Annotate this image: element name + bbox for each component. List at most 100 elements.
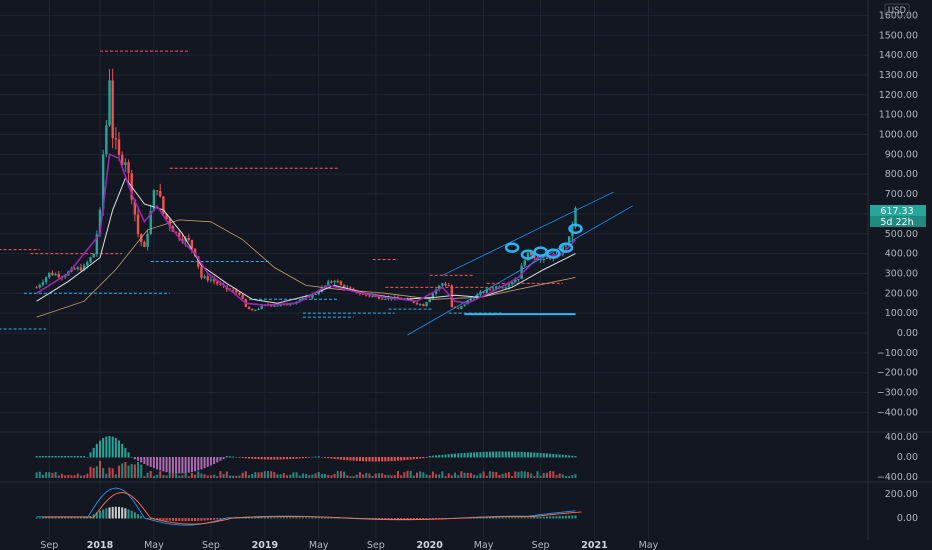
candle-body [342, 284, 346, 289]
candle-body [279, 304, 282, 306]
volume-bar [574, 474, 577, 478]
volume-bar [564, 476, 567, 478]
volume-bar [526, 472, 529, 478]
volume-bar [476, 475, 479, 478]
volume-bar [140, 464, 143, 478]
histogram-bar [219, 457, 222, 461]
candle-body [415, 302, 419, 305]
oscillator-bar [241, 517, 244, 519]
volume-bar [143, 476, 146, 478]
histogram-bar [558, 454, 561, 458]
trend-line-upper [442, 191, 614, 276]
histogram-bar [476, 452, 479, 458]
price-tick-label: 1100.00 [879, 110, 918, 121]
volume-bar [156, 474, 159, 478]
oscillator-bar [260, 517, 263, 519]
histogram-tick-label: −400.00 [877, 472, 918, 483]
histogram-bar [95, 443, 98, 458]
histogram-bar [38, 456, 41, 458]
time-tick-label: 2020 [416, 540, 443, 550]
oscillator-bar [118, 506, 121, 519]
histogram-bar [371, 457, 374, 462]
histogram-bar [396, 457, 399, 461]
volume-bar [92, 467, 95, 478]
oscillator-bar [320, 517, 323, 519]
volume-bar [400, 475, 403, 478]
volume-bar [41, 474, 44, 478]
currency-badge[interactable]: USD [884, 3, 910, 17]
ma-fast-line [36, 153, 577, 307]
candle-body [98, 209, 102, 235]
histogram-bar [327, 457, 330, 459]
candle-body [346, 287, 349, 289]
histogram-bar [387, 457, 390, 462]
volume-bar [473, 474, 476, 478]
ma-mid-line [36, 177, 576, 304]
oscillator-bar [105, 508, 108, 519]
volume-bar [450, 475, 453, 478]
volume-bar [504, 472, 507, 478]
candle-body [314, 294, 317, 296]
oscillator-bar [267, 517, 270, 519]
pattern-marker [568, 223, 583, 235]
price-tick-label: 1300.00 [879, 70, 918, 81]
oscillator-bar [542, 516, 545, 519]
candle-body [127, 162, 130, 174]
oscillator-bar [286, 517, 289, 519]
histogram-bar [282, 457, 285, 460]
histogram-bar [213, 457, 216, 465]
candle-body [485, 288, 488, 293]
price-axis[interactable]: 1600.001500.001400.001300.001200.001100.… [877, 10, 918, 524]
histogram-bar [162, 457, 165, 472]
candle-body [339, 281, 343, 285]
histogram-bar [225, 456, 228, 458]
candle-body [428, 298, 431, 303]
candle-body [520, 265, 523, 280]
volume-bar [390, 475, 393, 478]
volume-bar [267, 470, 270, 478]
candle-body [133, 199, 137, 215]
volume-bar [384, 474, 387, 478]
oscillator-bar [305, 517, 308, 519]
oscillator-bar [270, 517, 273, 519]
volume-bar [320, 474, 323, 478]
volume-bar [213, 474, 216, 478]
histogram-bar [209, 457, 212, 466]
candle-body [273, 305, 276, 307]
histogram-bar [216, 457, 219, 463]
candle-body [371, 296, 374, 298]
oscillator-bar [536, 516, 539, 519]
oscillator-bar [244, 517, 247, 519]
candle-body [282, 304, 286, 306]
candle-body [510, 282, 514, 285]
histogram-bar [289, 457, 292, 460]
histogram-bar [488, 451, 491, 458]
oscillator-bar [206, 518, 209, 521]
histogram-bar [542, 453, 545, 458]
oscillator-bar [276, 517, 279, 519]
candle-body [472, 298, 476, 300]
histogram-bar [149, 457, 152, 467]
oscillator-bar [476, 517, 479, 519]
histogram-bar [171, 457, 174, 474]
volume-bar [454, 472, 457, 478]
volume-bar [530, 473, 533, 478]
oscillator-bar [273, 517, 276, 519]
oscillator-pane [35, 487, 582, 526]
volume-bar [317, 471, 320, 478]
oscillator-bar [263, 517, 266, 519]
time-axis[interactable]: Sep 2018 May Sep 2019 May Sep 2020 May Sep 2021 May [40, 540, 658, 550]
volume-bar [571, 475, 574, 478]
volume-bar [209, 475, 212, 478]
volume-bar [308, 475, 311, 478]
volume-bar [495, 471, 498, 478]
histogram-bar [241, 457, 244, 458]
oscillator-bar [571, 515, 574, 519]
oscillator-bar [114, 506, 117, 519]
candle-body [444, 283, 447, 286]
price-tick-label: −200.00 [877, 368, 918, 379]
volume-bar [409, 470, 412, 478]
candle-body [330, 281, 333, 283]
volume-bar [355, 474, 358, 478]
